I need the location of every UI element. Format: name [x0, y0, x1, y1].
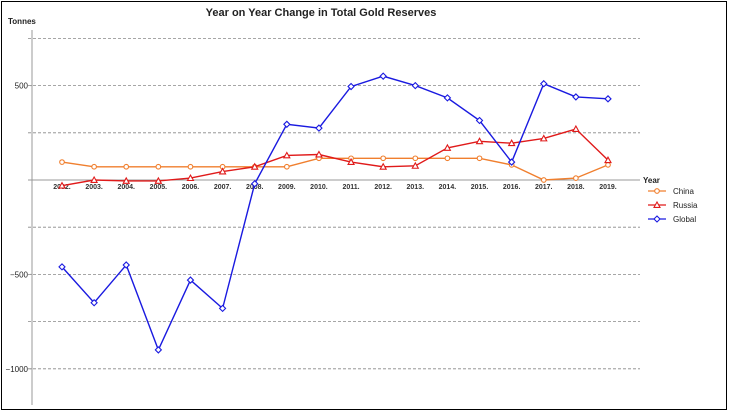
series-russia [58, 124, 612, 189]
legend-label: Global [673, 215, 696, 224]
data-point [90, 175, 99, 183]
x-tick-label: 2003. [85, 184, 103, 191]
data-point [58, 263, 66, 271]
data-point [155, 163, 162, 170]
y-tick-label: −1000 [6, 365, 29, 374]
data-point [91, 163, 97, 170]
x-tick-label: 2006. [182, 184, 200, 191]
data-point [507, 158, 516, 166]
data-point [315, 124, 323, 132]
data-point [347, 157, 355, 166]
x-tick-label: 2015. [471, 184, 489, 191]
data-point [507, 139, 516, 147]
data-point [540, 177, 547, 183]
data-point [283, 163, 290, 170]
x-tick-label: 2010. [310, 184, 328, 191]
legend-item-global: Global [648, 215, 696, 224]
x-tick-label: 2013. [407, 184, 425, 191]
data-point [380, 155, 387, 162]
data-point [250, 162, 259, 170]
y-tick-label: 500 [15, 82, 29, 91]
data-point [218, 167, 227, 175]
data-point [475, 116, 484, 125]
x-tick-label: 2018. [567, 184, 585, 191]
x-tick-label: 2007. [214, 184, 232, 191]
data-point [475, 137, 484, 145]
data-point [572, 93, 580, 101]
data-point [605, 162, 611, 168]
x-tick-label: 2009. [278, 184, 296, 191]
data-point [122, 176, 131, 184]
data-point [90, 298, 98, 307]
data-point [186, 276, 195, 284]
data-point [315, 150, 323, 158]
data-point [444, 155, 451, 162]
data-point [250, 179, 259, 188]
data-point [186, 173, 195, 182]
y-axis-label: Tonnes [8, 17, 36, 26]
data-point [604, 95, 612, 103]
y-tick-label: −500 [10, 270, 29, 279]
x-tick-label: 2016. [503, 184, 521, 191]
series-global [58, 72, 612, 354]
data-point [347, 82, 355, 91]
data-point [539, 134, 548, 142]
data-point [282, 151, 291, 159]
series-layer [58, 72, 612, 354]
legend-label: Russia [673, 201, 698, 210]
x-tick-label: 2019. [599, 184, 617, 191]
legend: China Russia Global [648, 187, 698, 224]
x-tick-label: 2005. [150, 184, 168, 191]
series-china [59, 155, 611, 183]
data-point [379, 162, 388, 170]
data-point [154, 346, 163, 354]
legend-label: China [673, 187, 694, 196]
series-line [61, 75, 609, 352]
data-point [653, 215, 661, 223]
data-point [571, 124, 580, 132]
data-point [653, 200, 661, 208]
data-point [412, 155, 419, 162]
series-line [61, 128, 609, 187]
data-point [411, 161, 420, 169]
data-point [443, 143, 452, 151]
data-point [411, 81, 420, 90]
x-tick-label: 2011. [342, 184, 359, 191]
data-point [154, 176, 163, 184]
data-point [283, 120, 291, 129]
legend-item-russia: Russia [648, 200, 698, 210]
x-axis-label: Year [643, 176, 660, 185]
legend-item-china: China [648, 187, 694, 196]
data-point [187, 163, 194, 170]
x-tick-label: 2012. [374, 184, 392, 191]
x-tick-labels: 2002.2003.2004.2005.2006.2007.2008.2009.… [53, 184, 617, 191]
data-point [654, 188, 660, 194]
x-tick-label: 2004. [117, 184, 135, 191]
data-point [122, 261, 131, 269]
x-tick-label: 2017. [535, 184, 553, 191]
data-point [123, 163, 130, 170]
data-point [604, 156, 612, 164]
data-point [218, 304, 227, 313]
x-tick-label: 2014. [439, 184, 457, 191]
grid-lines [28, 38, 640, 370]
data-point [59, 159, 65, 165]
chart-title: Year on Year Change in Total Gold Reserv… [206, 7, 437, 19]
axes [28, 30, 640, 405]
data-point [476, 155, 483, 162]
data-point [539, 79, 548, 88]
y-tick-labels: 500 −500 −1000 [6, 82, 32, 374]
data-point [58, 181, 66, 189]
data-point [443, 94, 452, 102]
data-point [573, 175, 579, 181]
series-line [61, 157, 609, 181]
data-point [379, 72, 387, 80]
